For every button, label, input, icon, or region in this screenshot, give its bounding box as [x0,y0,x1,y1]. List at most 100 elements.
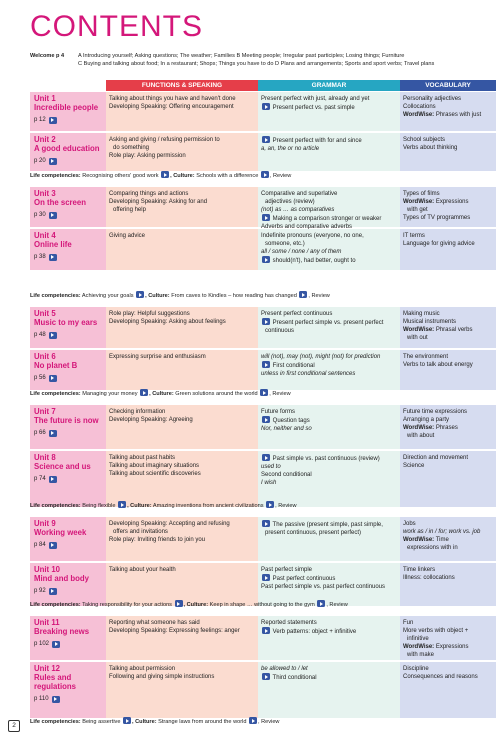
unit-row: Unit 8 Science and us p 74 Talking about pa… [30,451,496,507]
functions-line: Following and giving simple instructions [109,674,215,680]
vocabulary-cell: Making music Musical instruments WordWise:… [400,307,496,348]
video-play-icon [48,116,57,124]
grammar-line: should(n't), had better, ought to [261,256,398,265]
functions-line: Role play: Helpful suggestions [109,311,190,317]
vocabulary-line: Language for giving advice [403,241,475,247]
life-competencies-line: Life competencies: Being flexible , Cult… [30,501,496,510]
unit-page: p 110 [34,695,104,703]
unit-cell: Unit 7 The future is now p 66 [30,405,106,449]
unit-cell: Unit 1 Incredible people p 12 [30,92,106,131]
unit-page-text: p 20 [34,158,46,164]
grammar-line: Question tags [261,416,398,425]
unit-title: Breaking news [34,627,90,636]
grammar-line: First conditional [261,361,398,370]
unit-page: p 48 [34,331,104,339]
unit-number: Unit 6 [34,352,56,361]
functions-line: Checking information [109,409,166,415]
unit-page: p 84 [34,541,104,549]
grammar-line: Present perfect vs. past simple [261,103,398,112]
functions-cell: Expressing surprise and enthusiasm [106,350,258,390]
review-label: , Review [269,173,292,179]
culture-label: , Culture: [170,173,195,179]
culture-text: Green solutions around the world [173,391,260,397]
vocabulary-line: Verbs about thinking [403,145,458,151]
wordwise-label: WordWise: [403,199,435,205]
video-play-icon [260,389,269,396]
vocabulary-line: Types of TV programmes [403,215,471,221]
grammar-cell: Present perfect with for and since a, an,… [258,133,400,171]
vocabulary-cell: Fun More verbs with object + infinitive Wor… [400,616,496,660]
grammar-line: a, an, the or no article [261,146,320,152]
unit-page: p 38 [34,253,104,261]
unit-title: regulations [34,682,77,691]
unit-page-text: p 48 [34,332,46,338]
video-play-icon [48,331,57,339]
life-competencies-line: Life competencies: Taking responsibility… [30,600,496,609]
vocabulary-line: Consequences and reasons [403,674,478,680]
functions-line: Talking about permission [109,666,176,672]
grammar-text: Present perfect simple vs. present perfe… [271,320,384,326]
functions-line: offers and invitations [113,529,168,535]
grammar-cell: The passive (present simple, past simple… [258,517,400,561]
unit-cell: Unit 11 Breaking news p 102 [30,616,106,660]
unit-row: Unit 7 The future is now p 66 Checking info… [30,405,496,449]
functions-line: Giving advice [109,233,146,239]
functions-cell: Talking about your health [106,563,258,606]
video-play-icon [174,600,183,607]
video-play-icon [48,541,57,549]
wordwise-label: WordWise: [403,644,435,650]
unit-number: Unit 11 [34,618,60,627]
functions-line: Developing Speaking: Asking about feelin… [109,319,226,325]
grammar-line: all / some / none / any of them [261,249,342,255]
grammar-line: Verb patterns: object + infinitive [261,627,398,636]
unit-title: No planet B [34,361,78,370]
unit-title: Mind and body [34,574,90,583]
grammar-cell: Past simple vs. past continuous (review)… [258,451,400,507]
video-play-icon [262,416,270,423]
vocabulary-line: WordWise: Phrases with just [403,112,482,118]
functions-cell: Talking about past habits Talking about i… [106,451,258,507]
header-vocabulary: VOCABULARY [400,80,496,91]
vocabulary-line: School subjects [403,137,446,143]
life-competencies-label: Life competencies: [30,719,81,725]
vocabulary-line: Science [403,463,425,469]
video-play-icon [51,695,60,703]
functions-line: Developing Speaking: Asking for and [109,199,208,205]
vocabulary-cell: School subjects Verbs about thinking [400,133,496,171]
functions-line: Developing Speaking: Expressing feelings… [109,628,240,634]
unit-cell: Unit 8 Science and us p 74 [30,451,106,507]
grammar-line: be allowed to / let [261,666,308,672]
culture-label: , Culture: [127,503,152,509]
vocabulary-line: Collocations [403,104,436,110]
vocabulary-line: with make [407,652,435,658]
vocabulary-line: WordWise: Time [403,537,449,543]
video-play-icon [249,717,258,724]
page-title: CONTENTS [30,10,203,43]
grammar-text: Past perfect continuous [271,576,336,582]
functions-cell: Talking about permission Following and gi… [106,662,258,718]
video-play-icon [161,171,170,178]
video-play-icon [260,171,269,178]
vocabulary-cell: The environment Verbs to talk about energ… [400,350,496,390]
unit-title: Science and us [34,462,91,471]
unit-title: Online life [34,240,72,249]
vocabulary-line: with about [407,433,435,439]
unit-cell: Unit 3 On the screen p 30 [30,187,106,227]
vocabulary-cell: Personality adjectives Collocations WordWi… [400,92,496,131]
unit-page-text: p 56 [34,375,46,381]
video-play-icon [262,103,270,110]
unit-cell: Unit 9 Working week p 84 [30,517,106,561]
grammar-line: (not) as … as comparatives [261,207,335,213]
vocabulary-line: Discipline [403,666,429,672]
grammar-cell: be allowed to / let Third conditional [258,662,400,718]
grammar-cell: will (not), may (not), might (not) for p… [258,350,400,390]
grammar-line: adjectives (review) [265,199,315,205]
unit-row: Unit 9 Working week p 84 Developing Speakin… [30,517,496,561]
functions-line: Comparing things and actions [109,191,189,197]
welcome-line-2: C Buying and talking about food; In a re… [78,61,435,67]
grammar-line: Adverbs and comparative adverbs [261,224,353,230]
grammar-text: Past simple vs. past continuous (review) [271,456,380,462]
life-competencies-label: Life competencies: [30,503,81,509]
video-play-icon [262,318,270,325]
functions-line: Asking and giving / refusing permission … [109,137,220,143]
